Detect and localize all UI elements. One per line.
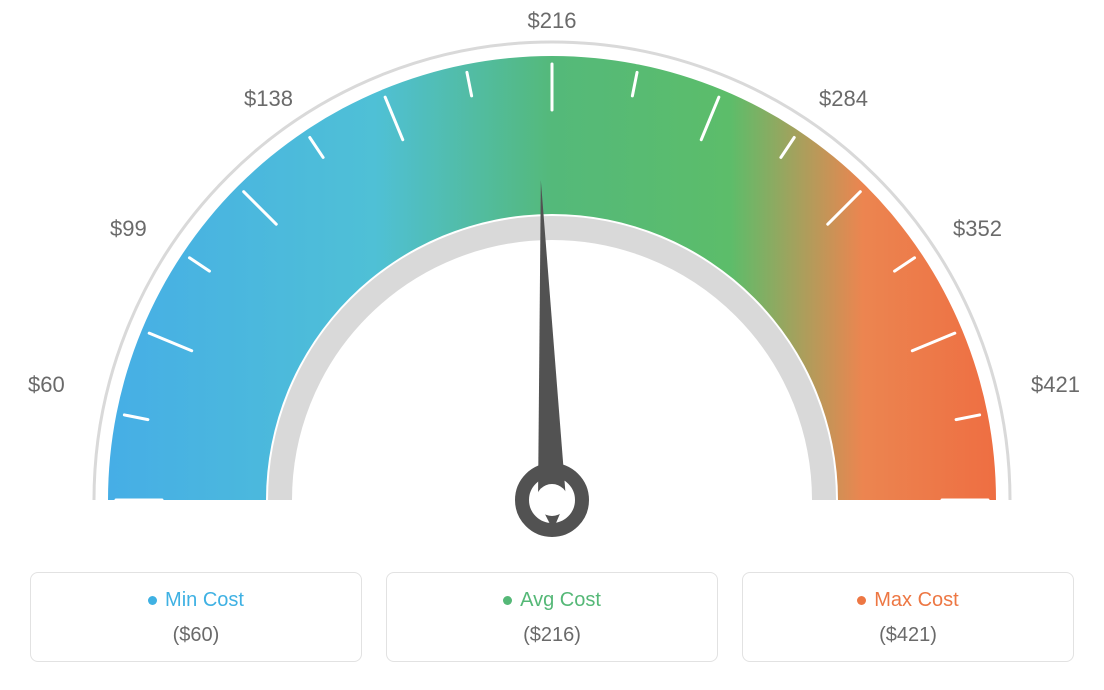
legend-title-avg: Avg Cost xyxy=(503,589,601,612)
legend-title-max: Max Cost xyxy=(857,589,958,612)
gauge-chart xyxy=(62,10,1042,550)
legend-value-min: ($60) xyxy=(31,624,361,647)
legend-dot-avg xyxy=(503,596,512,605)
legend-card-min: Min Cost ($60) xyxy=(30,572,362,662)
legend-label-avg: Avg Cost xyxy=(520,589,601,612)
tick-label: $352 xyxy=(946,216,1002,242)
tick-label: $60 xyxy=(28,372,65,398)
tick-label: $216 xyxy=(528,8,577,34)
legend-row: Min Cost ($60) Avg Cost ($216) Max Cost … xyxy=(30,572,1074,662)
legend-card-avg: Avg Cost ($216) xyxy=(386,572,718,662)
legend-dot-max xyxy=(857,596,866,605)
legend-value-avg: ($216) xyxy=(387,624,717,647)
tick-label: $99 xyxy=(110,216,147,242)
legend-value-max: ($421) xyxy=(743,624,1073,647)
legend-dot-min xyxy=(148,596,157,605)
cost-gauge-widget: $60 $99 $138 $216 $284 $352 $421 Min Cost ($60… xyxy=(0,0,1104,690)
legend-label-max: Max Cost xyxy=(874,589,958,612)
tick-label: $421 xyxy=(1024,372,1080,398)
legend-label-min: Min Cost xyxy=(165,589,244,612)
tick-label: $284 xyxy=(812,86,868,112)
legend-card-max: Max Cost ($421) xyxy=(742,572,1074,662)
gauge-area: $60 $99 $138 $216 $284 $352 $421 xyxy=(0,0,1104,560)
tick-label: $138 xyxy=(244,86,293,112)
legend-title-min: Min Cost xyxy=(148,589,244,612)
